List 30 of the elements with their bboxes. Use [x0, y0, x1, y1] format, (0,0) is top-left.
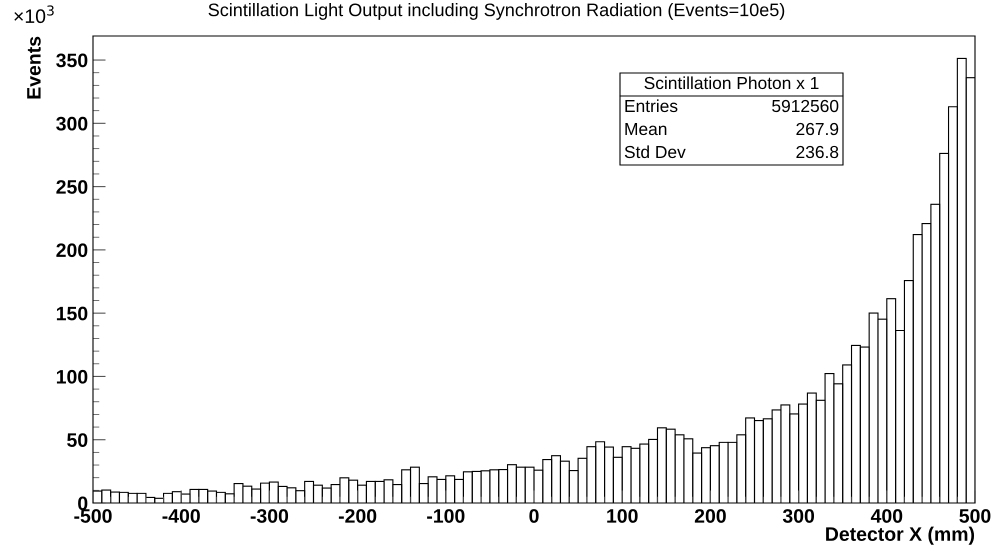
- y-tick-label: 250: [56, 180, 88, 194]
- y-axis-title: Events: [27, 36, 41, 98]
- y-tick-label: 350: [56, 54, 88, 68]
- annotation: Mean: [625, 123, 666, 136]
- annotation: 236.8: [796, 146, 838, 158]
- y-tick-label: 200: [56, 243, 88, 258]
- x-tick-label: 0: [529, 509, 539, 523]
- chart-title: Scintillation Light Output including Synchrotron Radiation (Events=10e5): [208, 3, 784, 20]
- y-tick-label: 50: [67, 433, 88, 447]
- x-tick-label: 100: [607, 509, 638, 523]
- y-tick-label: 300: [56, 116, 88, 131]
- annotation: 267.9: [796, 122, 838, 136]
- x-tick-label: -100: [427, 509, 464, 523]
- x-tick-label: 500: [959, 509, 990, 523]
- annotation: Std Dev: [624, 145, 686, 158]
- y-tick-label: 150: [56, 306, 88, 320]
- x-tick-label: -200: [338, 509, 376, 523]
- x-tick-label: 300: [782, 509, 814, 523]
- x-tick-label: 400: [870, 509, 902, 523]
- y-tick-label: 100: [56, 370, 88, 384]
- x-tick-label: -300: [250, 509, 288, 523]
- x-tick-label: 200: [694, 509, 726, 523]
- annotation: Scintillation Photon x 1: [644, 76, 818, 90]
- text: ×10$^{3}$: [14, 5, 54, 24]
- y-tick-label: 0: [78, 496, 88, 510]
- x-tick-label: -400: [162, 509, 200, 523]
- x-axis-title: Detector X (mm): [826, 526, 974, 545]
- x-tick-label: -500: [74, 509, 112, 523]
- annotation: Entries: [625, 99, 678, 112]
- annotation: 5912560: [772, 100, 838, 112]
